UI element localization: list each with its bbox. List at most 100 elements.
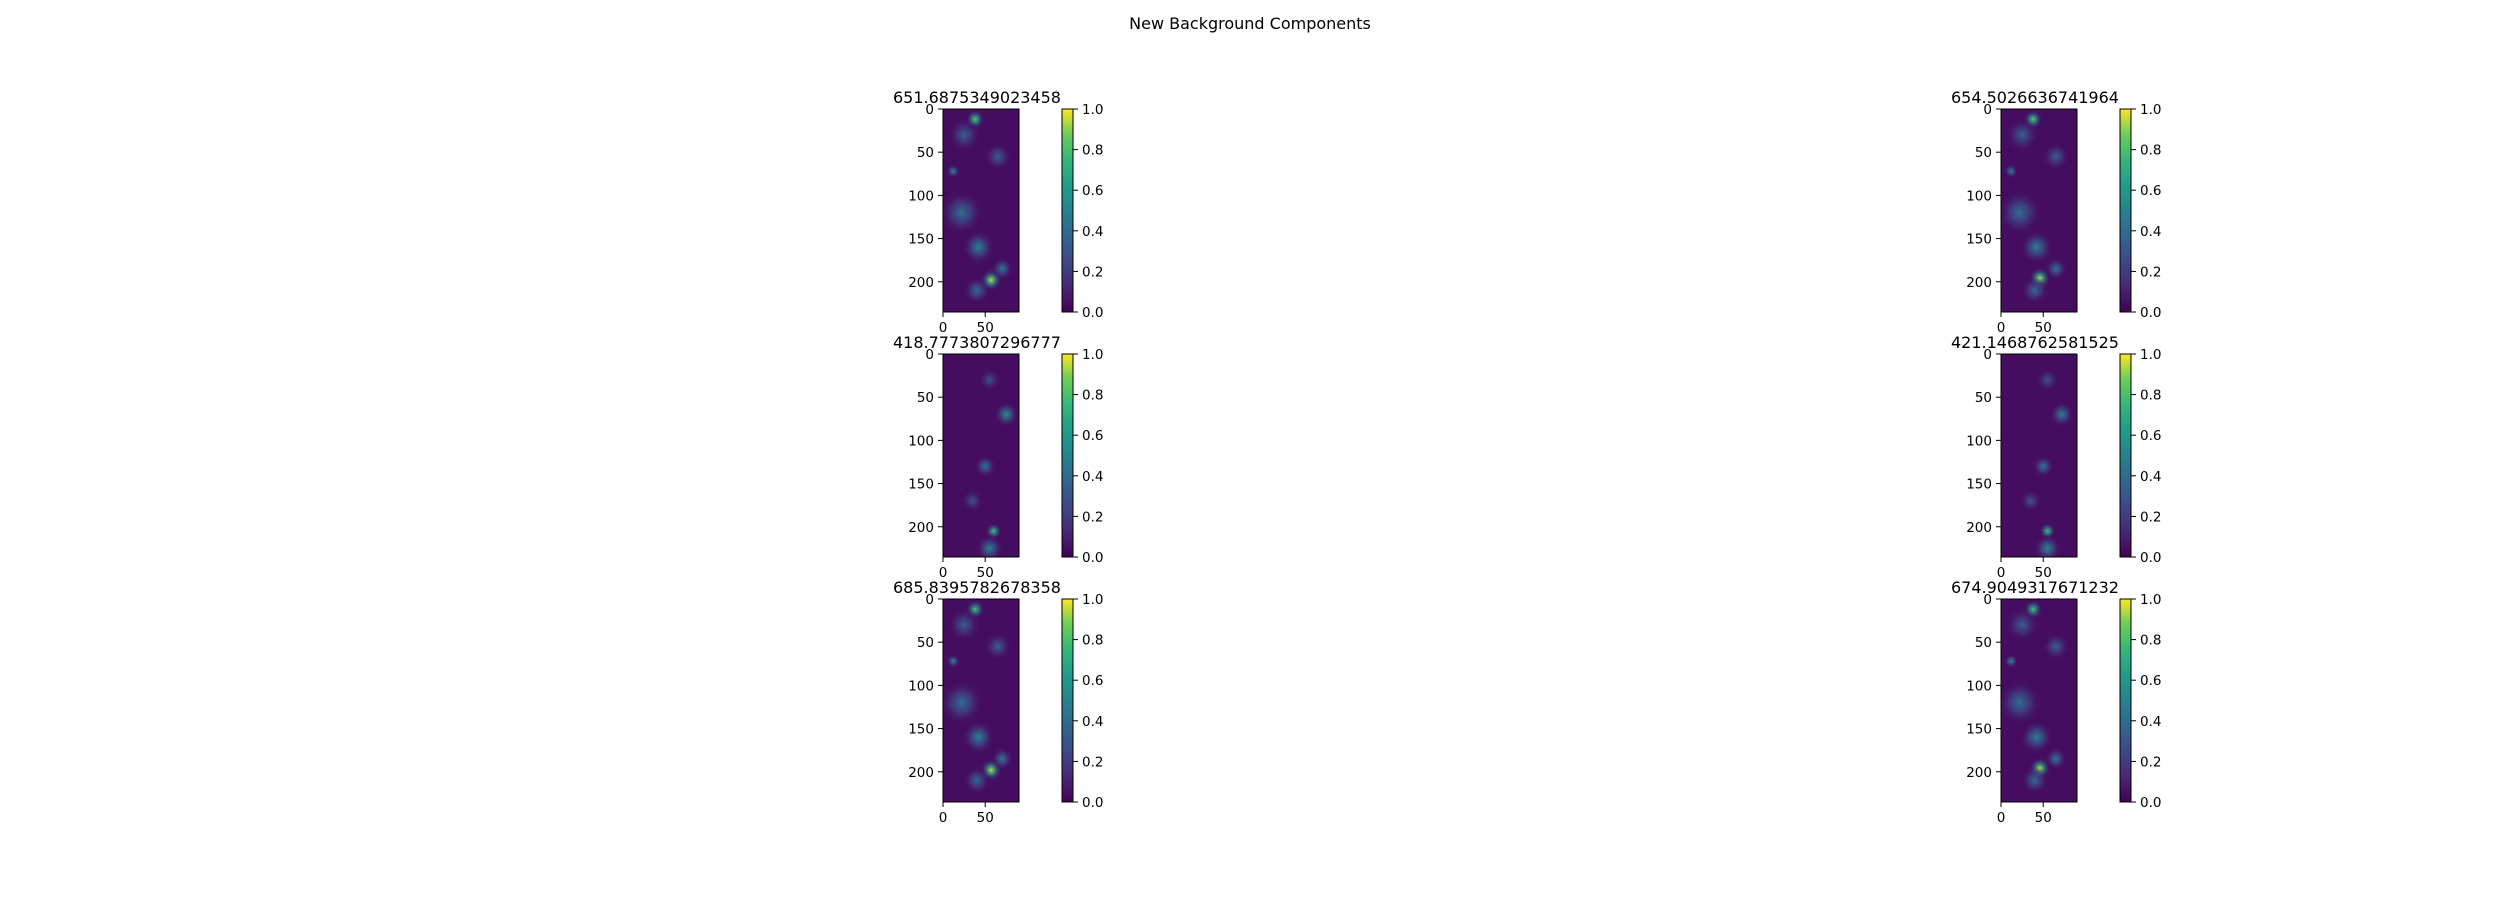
y-tick-label: 200 xyxy=(908,520,934,536)
x-tick-label: 50 xyxy=(977,320,994,336)
axes-frame xyxy=(2000,108,2078,313)
heatmap-blob xyxy=(984,632,1012,661)
y-tick-label: 200 xyxy=(908,275,934,291)
y-tick-label: 100 xyxy=(908,188,934,204)
x-tick-label: 0 xyxy=(939,565,948,581)
x-tick-label: 0 xyxy=(939,320,948,336)
colorbar-tick-label: 1.0 xyxy=(1082,102,1103,118)
heatmap-blob xyxy=(2045,747,2067,770)
colorbar-tick-label: 0.0 xyxy=(2140,795,2161,811)
y-tick-label: 150 xyxy=(1966,232,1992,248)
y-tick-label: 200 xyxy=(1966,765,1992,781)
y-tick-label: 150 xyxy=(908,722,934,738)
colorbar-tick-label: 0.0 xyxy=(1082,550,1103,566)
y-tick-label: 100 xyxy=(908,678,934,694)
y-tick-label: 0 xyxy=(1983,102,1992,118)
heatmap-blob xyxy=(943,190,984,235)
y-tick-label: 100 xyxy=(1966,188,1992,204)
colorbar-tick-label: 0.0 xyxy=(1082,305,1103,321)
heatmap-blob xyxy=(2042,632,2070,661)
heatmap-blob xyxy=(943,680,984,725)
heatmap-blob xyxy=(2033,534,2061,557)
colorbar-tick-label: 1.0 xyxy=(1082,347,1103,363)
heatmap-blob xyxy=(947,608,981,642)
colorbar-tick-label: 1.0 xyxy=(2140,102,2161,118)
y-tick-label: 50 xyxy=(1975,390,1992,406)
y-tick-label: 50 xyxy=(1975,145,1992,161)
colorbar-tick-label: 0.4 xyxy=(1082,714,1103,730)
colorbar-tick-label: 0.8 xyxy=(2140,388,2161,404)
x-tick-label: 50 xyxy=(2035,810,2052,826)
colorbar-tick-label: 0.2 xyxy=(1082,754,1103,770)
heatmap-blob xyxy=(975,534,1003,557)
colorbar-tick-label: 0.2 xyxy=(1082,509,1103,525)
colorbar-tick-label: 0.0 xyxy=(2140,305,2161,321)
y-tick-label: 150 xyxy=(1966,722,1992,738)
colorbar-tick-label: 1.0 xyxy=(1082,592,1103,608)
heatmap-blob xyxy=(2021,766,2049,795)
colorbar-tick-label: 0.8 xyxy=(2140,143,2161,159)
heatmap-blob xyxy=(2049,402,2074,427)
x-tick-label: 50 xyxy=(977,810,994,826)
y-tick-label: 0 xyxy=(925,102,934,118)
heatmap-blob xyxy=(2004,164,2018,179)
heatmap-blob xyxy=(946,164,960,179)
colorbar-tick-label: 0.4 xyxy=(2140,469,2161,485)
heatmap-blob xyxy=(991,747,1013,770)
panel-title: 674.9049317671232 xyxy=(1951,578,2119,597)
heatmap-blob xyxy=(974,455,997,478)
x-tick-label: 0 xyxy=(1997,565,2006,581)
axes-frame xyxy=(2000,598,2078,803)
colorbar xyxy=(1061,353,1074,558)
heatmap-blob xyxy=(2036,368,2059,391)
y-tick-label: 50 xyxy=(917,145,934,161)
y-tick-label: 0 xyxy=(1983,592,1992,608)
heatmap-blob xyxy=(2021,276,2049,305)
colorbar-tick-label: 0.4 xyxy=(2140,224,2161,240)
y-tick-label: 50 xyxy=(1975,635,1992,651)
y-tick-label: 150 xyxy=(908,477,934,493)
colorbar-tick-label: 1.0 xyxy=(2140,347,2161,363)
y-tick-label: 100 xyxy=(1966,433,1992,449)
heatmap-image xyxy=(2001,599,2070,795)
axes-frame xyxy=(2000,353,2078,558)
heatmap-blob xyxy=(2005,608,2039,642)
heatmap-blob xyxy=(2001,680,2042,725)
heatmap-blob xyxy=(963,766,991,795)
heatmap-blob xyxy=(2004,654,2018,669)
colorbar-tick-label: 0.6 xyxy=(2140,183,2161,199)
x-tick-label: 0 xyxy=(1997,320,2006,336)
heatmap-blob xyxy=(2045,257,2067,280)
heatmap-image xyxy=(943,599,1013,795)
y-tick-label: 150 xyxy=(1966,477,1992,493)
heatmap-background xyxy=(943,354,1019,557)
heatmap-blob xyxy=(2019,489,2042,512)
figure-title: New Background Components xyxy=(1129,14,1371,33)
panel-title: 651.6875349023458 xyxy=(893,88,1061,107)
heatmap-blob xyxy=(984,142,1012,171)
heatmap-image xyxy=(943,109,1013,305)
colorbar-tick-label: 0.0 xyxy=(1082,795,1103,811)
colorbar xyxy=(2119,598,2132,803)
heatmap-image xyxy=(961,368,1019,557)
colorbar xyxy=(2119,108,2132,313)
heatmap-image xyxy=(2019,368,2074,557)
y-tick-label: 0 xyxy=(925,592,934,608)
heatmap-blob xyxy=(2001,190,2042,235)
heatmap-blob xyxy=(947,118,981,152)
heatmap-blob xyxy=(962,230,995,264)
y-tick-label: 0 xyxy=(1983,347,1992,363)
y-tick-label: 0 xyxy=(925,347,934,363)
y-tick-label: 50 xyxy=(917,635,934,651)
panel-title: 685.8395782678358 xyxy=(893,578,1061,597)
y-tick-label: 200 xyxy=(1966,520,1992,536)
colorbar-tick-label: 0.6 xyxy=(1082,183,1103,199)
colorbar-tick-label: 0.8 xyxy=(1082,633,1103,649)
heatmap-blob xyxy=(963,276,991,305)
heatmap-blob xyxy=(946,654,960,669)
colorbar-tick-label: 0.8 xyxy=(1082,143,1103,159)
colorbar-tick-label: 0.4 xyxy=(2140,714,2161,730)
